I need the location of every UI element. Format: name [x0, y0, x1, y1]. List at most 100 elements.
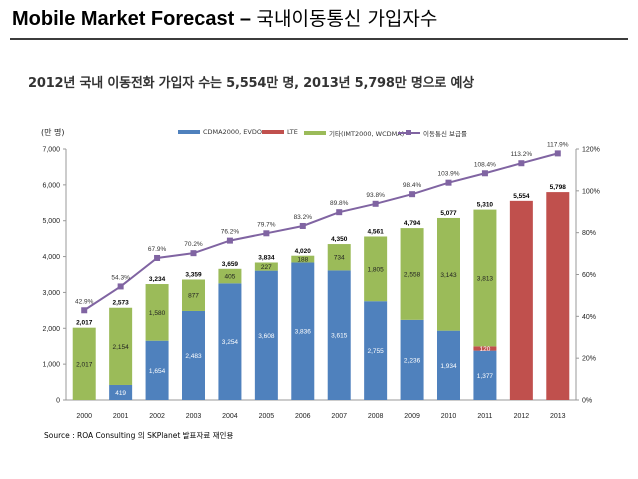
rate-point	[117, 283, 124, 290]
slide-title: Mobile Market Forecast – 국내이동통신 가입자수	[12, 4, 437, 31]
rate-point	[154, 254, 161, 261]
legend-label-cdma: CDMA2000, EVDO	[203, 128, 262, 136]
legend-item-lte: LTE	[262, 128, 298, 136]
x-tick-label: 2002	[149, 413, 165, 420]
bar-value-label: 405	[224, 274, 235, 281]
y2-tick-label: 20%	[582, 356, 596, 363]
x-tick-label: 2000	[76, 413, 92, 420]
rate-point	[481, 170, 488, 177]
rate-label: 83.2%	[294, 214, 313, 221]
bar-lte	[546, 192, 570, 400]
bar-total-label: 3,659	[222, 261, 239, 268]
bar-cdma	[473, 350, 497, 400]
x-tick-label: 2009	[404, 413, 420, 420]
rate-point	[445, 179, 452, 186]
legend-item-cdma: CDMA2000, EVDO	[178, 128, 262, 136]
y2-tick-label: 80%	[582, 230, 596, 237]
x-tick-label: 2004	[222, 413, 238, 420]
bar-value-label: 2,755	[368, 348, 385, 355]
legend-item-other: 기타(IMT2000, WCDMA)	[304, 128, 404, 138]
legend-swatch-cdma	[178, 130, 200, 134]
bar-value-label: 2,558	[404, 271, 421, 278]
x-tick-label: 2003	[186, 413, 202, 420]
bar-other	[327, 244, 351, 271]
legend-swatch-other	[304, 131, 326, 135]
rate-label: 79.7%	[257, 221, 276, 228]
y-tick-label: 2,000	[42, 326, 60, 333]
bar-other	[400, 228, 424, 320]
legend-label-lte: LTE	[287, 128, 298, 136]
bar-total-label: 5,310	[477, 202, 494, 209]
y-tick-label: 4,000	[42, 254, 60, 261]
bar-value-label: 877	[188, 293, 199, 300]
rate-point	[518, 160, 525, 167]
bar-cdma	[327, 270, 351, 400]
rate-point	[263, 230, 270, 237]
x-tick-label: 2001	[113, 413, 129, 420]
bar-value-label: 3,615	[331, 333, 348, 340]
x-tick-label: 2007	[331, 413, 347, 420]
bar-other	[72, 327, 96, 400]
bar-cdma	[254, 270, 278, 400]
bar-cdma	[109, 384, 133, 400]
legend-swatch-rate	[398, 130, 420, 135]
y-tick-label: 3,000	[42, 290, 60, 297]
bar-value-label: 3,813	[477, 275, 494, 282]
rate-label: 54.3%	[111, 274, 130, 281]
bar-cdma	[218, 283, 242, 400]
bar-other	[254, 262, 278, 271]
bar-value-label: 3,836	[295, 329, 312, 336]
rate-label: 67.9%	[148, 246, 167, 253]
x-tick-label: 2011	[477, 413, 492, 420]
bar-cdma	[364, 301, 388, 400]
rate-label: 98.4%	[403, 182, 422, 189]
bar-cdma	[291, 262, 315, 400]
bar-value-label: 227	[261, 264, 272, 271]
bar-other	[145, 284, 169, 341]
rate-point	[190, 250, 197, 257]
bar-value-label: 3,143	[440, 272, 457, 279]
y-tick-label: 1,000	[42, 362, 60, 369]
bar-total-label: 3,359	[185, 272, 202, 279]
rate-label: 108.4%	[474, 161, 496, 168]
bar-total-label: 5,077	[440, 210, 457, 217]
bar-total-label: 3,834	[258, 255, 275, 262]
bar-other	[437, 217, 460, 331]
bar-value-label: 1,805	[368, 266, 385, 273]
bar-other	[473, 209, 497, 347]
bar-cdma	[437, 330, 460, 400]
y2-tick-label: 100%	[582, 188, 600, 195]
rate-label: 93.8%	[366, 192, 385, 199]
rate-label: 89.8%	[330, 200, 349, 207]
rate-label: 42.9%	[75, 298, 94, 305]
slide-title-ko: 국내이동통신 가입자수	[256, 8, 438, 30]
bar-total-label: 4,350	[331, 236, 348, 243]
x-tick-label: 2010	[441, 413, 457, 420]
slide-title-en: Mobile Market Forecast –	[12, 8, 251, 30]
bar-other	[291, 255, 315, 263]
bar-value-label: 2,236	[404, 357, 421, 364]
bar-value-label: 120	[479, 346, 490, 353]
y-tick-label: 7,000	[42, 147, 60, 154]
y-tick-label: 0	[56, 398, 60, 405]
bar-value-label: 2,017	[76, 361, 93, 368]
bar-total-label: 5,554	[513, 193, 530, 200]
legend-item-rate: 이동통신 보급률	[398, 128, 467, 138]
bar-value-label: 734	[334, 255, 345, 262]
bar-total-label: 3,234	[149, 276, 166, 283]
legend-swatch-lte	[262, 130, 284, 134]
bar-lte	[509, 200, 533, 400]
bar-lte	[473, 346, 497, 351]
bar-total-label: 2,573	[113, 300, 130, 307]
bar-value-label: 188	[297, 257, 308, 264]
legend-label-other: 기타(IMT2000, WCDMA)	[329, 130, 405, 138]
bar-value-label: 1,580	[149, 310, 166, 317]
bar-value-label: 1,654	[149, 368, 166, 375]
y2-tick-label: 120%	[582, 147, 600, 154]
x-tick-label: 2008	[368, 413, 384, 420]
rate-point	[409, 191, 416, 198]
rate-label: 103.9%	[437, 171, 459, 178]
rate-label: 117.9%	[547, 141, 569, 148]
bar-cdma	[400, 319, 424, 400]
rate-label: 76.2%	[221, 229, 240, 236]
